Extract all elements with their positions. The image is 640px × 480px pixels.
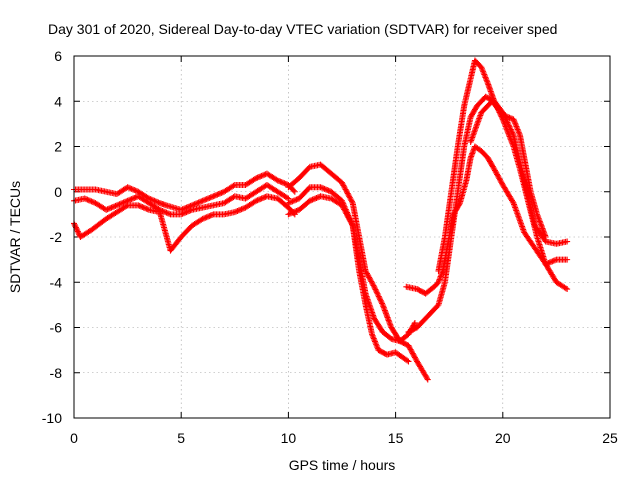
data-markers — [71, 58, 570, 383]
data-point — [564, 239, 570, 245]
series-track-h — [405, 94, 570, 335]
x-axis-label: GPS time / hours — [289, 457, 396, 473]
y-tick-label: 2 — [54, 139, 62, 155]
y-tick-label: -2 — [50, 229, 63, 245]
chart-title: Day 301 of 2020, Sidereal Day-to-day VTE… — [48, 21, 557, 37]
x-tick-label: 15 — [388, 430, 404, 446]
series-track-c — [71, 193, 298, 253]
grid — [74, 56, 610, 418]
y-tick-label: 6 — [54, 48, 62, 64]
y-tick-label: -10 — [42, 410, 62, 426]
series-track-j — [468, 98, 549, 240]
y-tick-label: -6 — [50, 320, 63, 336]
x-tick-label: 0 — [70, 430, 78, 446]
x-tick-label: 10 — [281, 430, 297, 446]
y-axis-label: SDTVAR / TECUs — [7, 181, 23, 293]
x-tick-label: 20 — [495, 430, 511, 446]
series-track-g — [403, 144, 570, 297]
y-tick-label: -8 — [50, 365, 63, 381]
sdtvar-chart: Day 301 of 2020, Sidereal Day-to-day VTE… — [0, 0, 640, 480]
data-point — [564, 257, 570, 263]
y-tick-label: -4 — [50, 274, 63, 290]
y-tick-label: 4 — [54, 93, 62, 109]
x-tick-label: 25 — [602, 430, 618, 446]
x-tick-label: 5 — [177, 430, 185, 446]
y-tick-label: 0 — [54, 184, 62, 200]
